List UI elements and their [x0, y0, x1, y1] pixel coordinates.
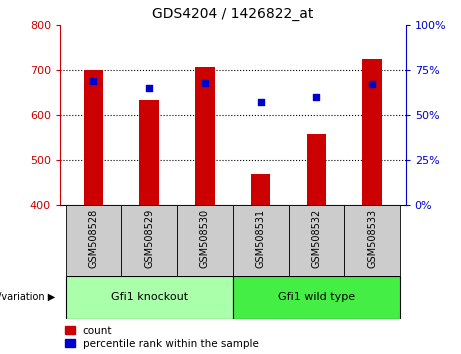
- Bar: [177, 205, 233, 276]
- Point: [368, 81, 376, 87]
- Bar: [289, 205, 344, 276]
- Bar: [233, 276, 400, 319]
- Bar: [344, 205, 400, 276]
- Point: [201, 80, 209, 85]
- Bar: [307, 135, 326, 205]
- Bar: [195, 67, 215, 205]
- Bar: [139, 100, 159, 205]
- Bar: [362, 59, 382, 205]
- Bar: [65, 276, 233, 319]
- Text: GSM508533: GSM508533: [367, 209, 377, 268]
- Point: [257, 99, 264, 105]
- Bar: [251, 174, 271, 205]
- Point: [146, 85, 153, 91]
- Text: GSM508528: GSM508528: [89, 209, 98, 268]
- Text: Gfi1 wild type: Gfi1 wild type: [278, 292, 355, 302]
- Bar: [121, 205, 177, 276]
- Bar: [233, 205, 289, 276]
- Title: GDS4204 / 1426822_at: GDS4204 / 1426822_at: [152, 7, 313, 21]
- Text: GSM508530: GSM508530: [200, 209, 210, 268]
- Bar: [83, 70, 103, 205]
- Text: GSM508531: GSM508531: [256, 209, 266, 268]
- Text: Gfi1 knockout: Gfi1 knockout: [111, 292, 188, 302]
- Legend: count, percentile rank within the sample: count, percentile rank within the sample: [65, 326, 259, 349]
- Text: genotype/variation ▶: genotype/variation ▶: [0, 292, 55, 302]
- Bar: [65, 205, 121, 276]
- Point: [90, 78, 97, 84]
- Point: [313, 94, 320, 100]
- Text: GSM508529: GSM508529: [144, 209, 154, 268]
- Text: GSM508532: GSM508532: [312, 209, 321, 268]
